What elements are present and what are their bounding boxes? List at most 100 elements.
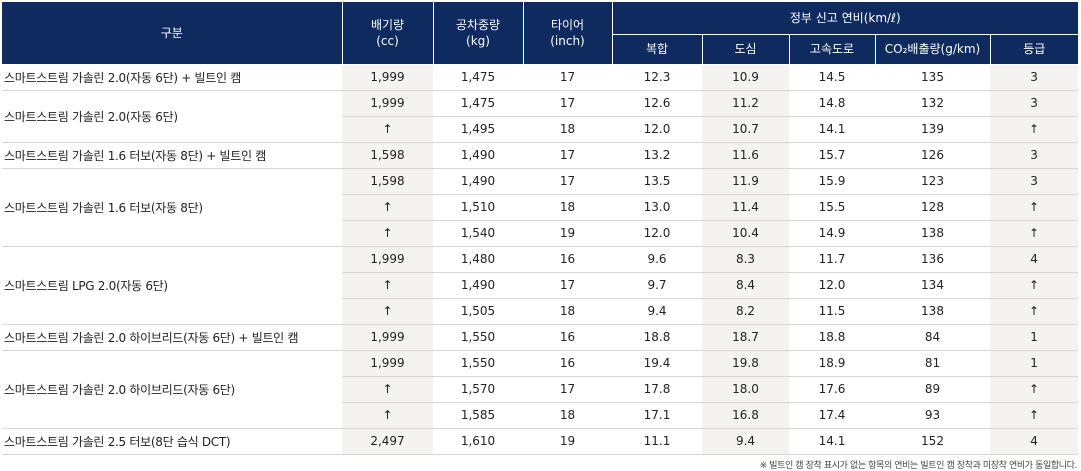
col-curb-weight: 공차중량 (kg) bbox=[433, 2, 524, 65]
cell-curb-weight: 1,495 bbox=[433, 116, 523, 143]
cell-tire: 16 bbox=[523, 246, 612, 273]
cell-curb-weight: 1,550 bbox=[433, 350, 523, 377]
cell-combined: 9.6 bbox=[612, 246, 702, 273]
cell-tire: 17 bbox=[523, 142, 612, 169]
cell-co2: 132 bbox=[875, 90, 990, 117]
cell-city: 11.9 bbox=[702, 168, 789, 195]
cell-city: 19.8 bbox=[702, 350, 789, 377]
cell-tire: 17 bbox=[523, 272, 612, 299]
cell-city: 8.3 bbox=[702, 246, 789, 273]
cell-curb-weight: 1,475 bbox=[433, 90, 523, 117]
cell-combined: 12.6 bbox=[612, 90, 702, 117]
model-label: 스마트스트림 가솔린 2.0(자동 6단) bbox=[2, 90, 342, 143]
col-co2: CO₂배출량(g/km) bbox=[875, 34, 991, 65]
cell-grade: 1 bbox=[990, 350, 1079, 377]
cell-city: 8.2 bbox=[702, 298, 789, 325]
cell-grade: ↑ bbox=[990, 194, 1079, 221]
cell-grade: ↑ bbox=[990, 220, 1079, 247]
cell-highway: 11.7 bbox=[789, 246, 875, 273]
cell-curb-weight: 1,475 bbox=[433, 64, 523, 91]
model-label: 스마트스트림 LPG 2.0(자동 6단) bbox=[2, 246, 342, 325]
cell-curb-weight: 1,570 bbox=[433, 376, 523, 403]
cell-combined: 17.1 bbox=[612, 402, 702, 429]
cell-displacement: ↑ bbox=[342, 220, 433, 247]
cell-highway: 14.9 bbox=[789, 220, 875, 247]
cell-displacement: ↑ bbox=[342, 402, 433, 429]
col-highway: 고속도로 bbox=[789, 34, 876, 65]
cell-co2: 123 bbox=[875, 168, 990, 195]
cell-curb-weight: 1,490 bbox=[433, 142, 523, 169]
cell-grade: ↑ bbox=[990, 402, 1079, 429]
cell-tire: 18 bbox=[523, 298, 612, 325]
table-row: ↑ 1,585 18 17.1 16.8 17.4 93 ↑ bbox=[2, 402, 1079, 429]
cell-city: 11.6 bbox=[702, 142, 789, 169]
cell-curb-weight: 1,550 bbox=[433, 324, 523, 351]
cell-co2: 138 bbox=[875, 298, 990, 325]
col-weight-unit: (kg) bbox=[466, 33, 490, 48]
table-header: 구분 배기량 (cc) 공차중량 (kg) 타이어 (inch) 정부 신고 연비(k… bbox=[2, 2, 1079, 65]
table-row: 스마트스트림 가솔린 1.6 터보(자동 8단) 1,598 1,490 17 13.5… bbox=[2, 168, 1079, 247]
cell-highway: 15.5 bbox=[789, 194, 875, 221]
cell-co2: 81 bbox=[875, 350, 990, 377]
cell-co2: 136 bbox=[875, 246, 990, 273]
cell-combined: 12.0 bbox=[612, 220, 702, 247]
cell-city: 8.4 bbox=[702, 272, 789, 299]
cell-tire: 18 bbox=[523, 194, 612, 221]
col-tire: 타이어 (inch) bbox=[523, 2, 613, 65]
cell-co2: 152 bbox=[875, 428, 990, 455]
table-row: 스마트스트림 가솔린 2.0 하이브리드(자동 6단) + 빌트인 캠 1,999… bbox=[2, 324, 1079, 351]
cell-grade: 4 bbox=[990, 246, 1079, 273]
col-displacement: 배기량 (cc) bbox=[342, 2, 434, 65]
model-label: 스마트스트림 가솔린 2.0 하이브리드(자동 6단) + 빌트인 캠 bbox=[2, 324, 342, 351]
cell-displacement: ↑ bbox=[342, 272, 433, 299]
cell-displacement: ↑ bbox=[342, 298, 433, 325]
col-tire-unit: (inch) bbox=[550, 33, 585, 48]
cell-grade: 4 bbox=[990, 428, 1079, 455]
cell-displacement: ↑ bbox=[342, 376, 433, 403]
table-row: ↑ 1,540 19 12.0 10.4 14.9 138 ↑ bbox=[2, 220, 1079, 247]
cell-combined: 12.3 bbox=[612, 64, 702, 91]
cell-curb-weight: 1,505 bbox=[433, 298, 523, 325]
cell-highway: 18.9 bbox=[789, 350, 875, 377]
cell-tire: 18 bbox=[523, 402, 612, 429]
cell-highway: 15.7 bbox=[789, 142, 875, 169]
col-grade: 등급 bbox=[990, 34, 1079, 65]
cell-co2: 93 bbox=[875, 402, 990, 429]
cell-combined: 9.7 bbox=[612, 272, 702, 299]
col-weight-label: 공차중량 bbox=[455, 17, 501, 32]
footnote: ※ 빌트인 캠 장착 표시가 없는 항목의 연비는 빌트인 캠 장착과 미장착 … bbox=[759, 461, 1078, 471]
cell-tire: 19 bbox=[523, 220, 612, 247]
cell-grade: ↑ bbox=[990, 376, 1079, 403]
col-city: 도심 bbox=[702, 34, 790, 65]
model-label: 스마트스트림 가솔린 1.6 터보(자동 8단) bbox=[2, 168, 342, 247]
table-row: 스마트스트림 가솔린 1.6 터보(자동 8단) + 빌트인 캠 1,598 1,4… bbox=[2, 142, 1079, 169]
col-tire-label: 타이어 bbox=[550, 17, 585, 32]
cell-grade: 3 bbox=[990, 64, 1079, 91]
model-label: 스마트스트림 가솔린 2.0 하이브리드(자동 6단) bbox=[2, 350, 342, 429]
cell-displacement: 1,999 bbox=[342, 90, 433, 117]
table-row: ↑ 1,505 18 9.4 8.2 11.5 138 ↑ bbox=[2, 298, 1079, 325]
cell-curb-weight: 1,490 bbox=[433, 272, 523, 299]
cell-co2: 89 bbox=[875, 376, 990, 403]
cell-combined: 12.0 bbox=[612, 116, 702, 143]
cell-grade: 1 bbox=[990, 324, 1079, 351]
cell-displacement: 1,999 bbox=[342, 246, 433, 273]
table-row: 스마트스트림 가솔린 2.0 하이브리드(자동 6단) 1,999 1,550 16 1… bbox=[2, 350, 1079, 429]
cell-curb-weight: 1,510 bbox=[433, 194, 523, 221]
cell-curb-weight: 1,540 bbox=[433, 220, 523, 247]
cell-city: 11.2 bbox=[702, 90, 789, 117]
table-body: 스마트스트림 가솔린 2.0(자동 6단) + 빌트인 캠 1,999 1,475 1… bbox=[2, 64, 1079, 455]
table-row: 스마트스트림 가솔린 2.0(자동 6단) + 빌트인 캠 1,999 1,475 1… bbox=[2, 64, 1079, 91]
col-combined: 복합 bbox=[612, 34, 703, 65]
cell-grade: ↑ bbox=[990, 116, 1079, 143]
cell-grade: ↑ bbox=[990, 272, 1079, 299]
cell-displacement: 1,598 bbox=[342, 168, 433, 195]
fuel-efficiency-table: 구분 배기량 (cc) 공차중량 (kg) 타이어 (inch) 정부 신고 연비(k… bbox=[2, 2, 1079, 455]
cell-combined: 18.8 bbox=[612, 324, 702, 351]
cell-curb-weight: 1,480 bbox=[433, 246, 523, 273]
cell-grade: 3 bbox=[990, 90, 1079, 117]
cell-tire: 17 bbox=[523, 90, 612, 117]
cell-highway: 17.6 bbox=[789, 376, 875, 403]
cell-highway: 14.5 bbox=[789, 64, 875, 91]
cell-city: 10.9 bbox=[702, 64, 789, 91]
